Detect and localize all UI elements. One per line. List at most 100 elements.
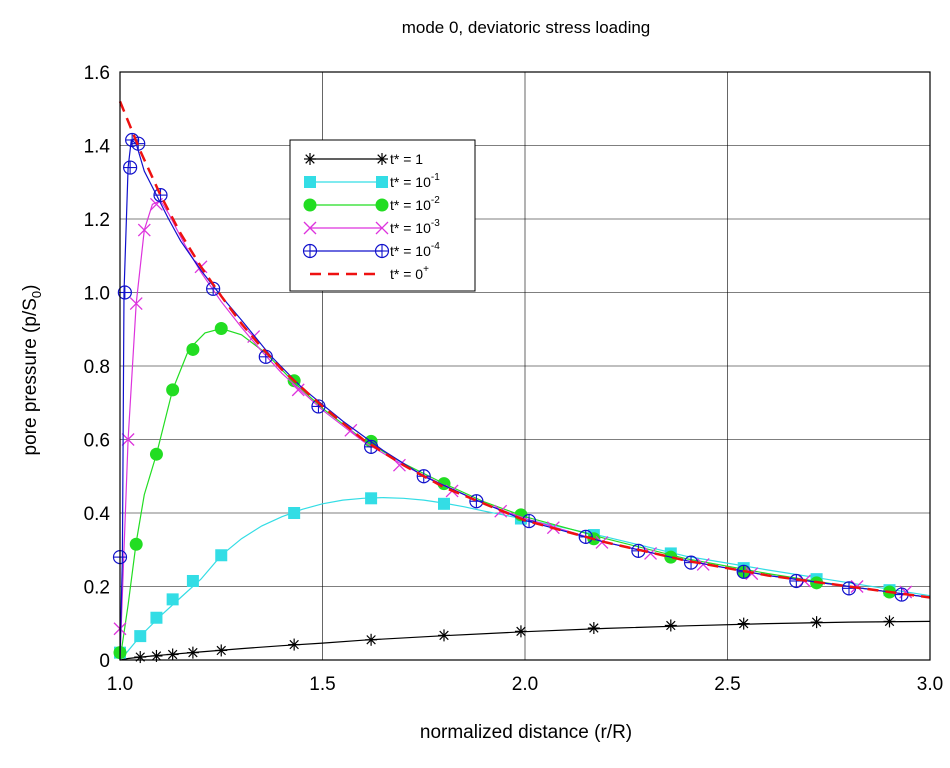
data-point [149,447,163,461]
series [118,100,931,599]
legend-label-text: t* = 1 [390,151,423,167]
series [113,197,931,661]
data-point [375,221,389,235]
grid [119,71,931,661]
legend-entry: t* = 10-1 [304,172,440,190]
data-point [438,497,450,510]
y-tick-label: 1.6 [84,63,110,84]
y-tick-label: 0.4 [84,504,111,525]
data-point [129,297,143,310]
legend-entry: t* = 10-3 [303,218,440,236]
legend-label: t* = 10-4 [390,241,440,259]
data-point [121,433,135,446]
x-axis-label: normalized distance (r/R) [420,722,632,743]
y-tick-label: 0.2 [84,578,110,599]
chart-title: mode 0, deviatoric stress loading [402,18,651,37]
x-tick-label: 2.5 [714,674,740,695]
legend-label-text: t* = 10 [390,174,431,190]
data-point [364,439,379,454]
x-tick-label: 3.0 [917,674,943,695]
data-point [374,243,390,259]
x-tick-label: 1.0 [107,674,133,695]
data-point [303,198,317,212]
data-point [215,644,228,657]
series [113,322,931,661]
data-point [376,176,388,188]
tick-labels: 1.0 1.5 2.0 2.5 3.0 0 0.2 0.4 0.6 0.8 1.0 1.2 1.4 1.6 [84,63,944,695]
data-point [587,622,600,635]
series [112,132,931,661]
series-layer [112,100,931,664]
legend-entry: t* = 1 [304,151,423,167]
legend-entry: t* = 10-2 [303,195,440,213]
legend-label-superscript: -4 [431,241,440,252]
y-tick-label: 0 [99,651,110,672]
data-point [696,557,710,571]
y-tick-label: 1.0 [84,284,110,305]
data-point [214,322,228,336]
legend-label-superscript: -1 [431,172,440,183]
legend-label-superscript: -2 [431,195,440,206]
data-point [883,615,896,628]
data-point [288,638,301,651]
data-point [134,630,147,643]
legend-label: t* = 10-2 [390,195,440,213]
series-line [119,620,931,661]
data-point [215,549,228,562]
data-point [376,153,388,165]
legend-box [289,139,476,292]
data-point [302,243,318,259]
data-point [304,153,316,165]
data-point [186,646,199,659]
data-point [166,648,179,661]
legend-label-text: t* = 0 [390,266,423,282]
data-point [186,574,199,587]
y-axis-label: pore pressure (p/S0) [20,285,44,456]
y-tick-label: 0.8 [84,357,110,378]
legend-label-text: t* = 10 [390,243,431,259]
legend-entry: t* = 10-4 [302,241,440,259]
legend-label: t* = 10-1 [390,172,440,190]
legend-label: t* = 1 [390,151,423,167]
x-tick-label: 1.5 [309,674,335,695]
data-point [737,617,750,630]
data-point [365,492,378,505]
legend-label: t* = 10-3 [390,218,440,236]
data-point [438,629,450,642]
data-point [166,383,180,397]
data-point [644,546,658,560]
data-point [186,342,200,356]
data-point [514,625,527,638]
data-point [137,223,151,237]
data-point [153,188,168,203]
data-point [166,593,179,606]
y-tick-label: 1.2 [84,210,110,231]
data-point [392,458,406,472]
y-axis-label-main: pore pressure (p/S [20,298,41,455]
data-point [288,507,301,519]
legend-label-text: t* = 10 [390,197,431,213]
data-point [134,651,147,664]
data-point [150,611,163,624]
data-point [129,537,143,551]
y-axis-label-subscript: 0 [29,291,44,298]
y-axis-label-close: ) [20,285,41,291]
data-point [810,616,823,629]
series-line [118,100,931,599]
data-point [291,383,305,397]
y-tick-label: 0.6 [84,431,110,452]
plot-frame [119,71,931,661]
data-point [304,176,316,188]
legend-label: t* = 0+ [390,264,429,282]
legend-label-text: t* = 10 [390,220,431,236]
x-tick-label: 2.0 [512,674,538,695]
legend-label-superscript: + [423,264,429,275]
data-point [375,198,389,212]
data-point [469,494,484,509]
data-point [123,160,138,175]
legend: t* = 1t* = 10-1t* = 10-2t* = 10-3t* = 10… [289,139,476,292]
data-point [365,633,378,646]
data-point [664,619,677,632]
legend-label-superscript: -3 [431,218,440,229]
